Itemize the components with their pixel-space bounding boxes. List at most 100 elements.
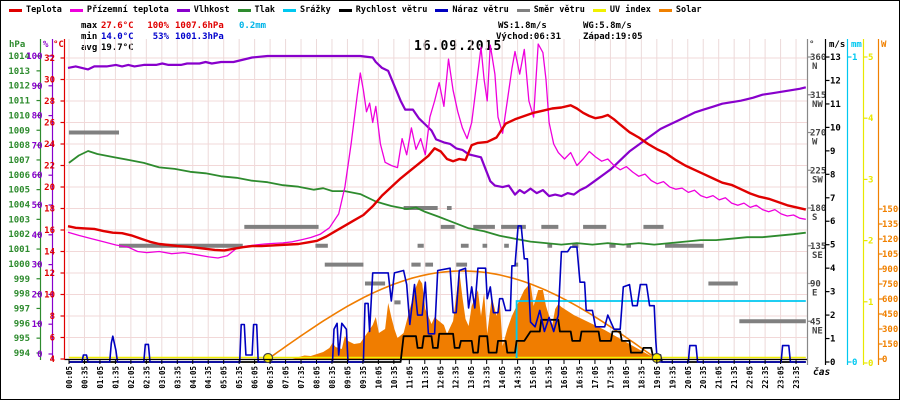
stat-wind-speed: WS:1.8m/s (498, 21, 547, 31)
x-tick-label: 12:35 (452, 366, 461, 389)
stat-min-pressure: 1001.3hPa (175, 32, 224, 42)
axis-tick-label: 4 (868, 114, 874, 124)
axis-tick-label: 70 (32, 141, 43, 151)
legend-swatch (658, 8, 672, 12)
axis-tick-label: 995 (14, 334, 30, 344)
legend-item-1: Přízemní teplota (69, 5, 169, 15)
axis-tick-label: 30 (32, 261, 43, 271)
axis-tick-label: 18 (44, 205, 55, 215)
axis-tick-label: 1012 (8, 82, 30, 92)
x-tick-label: 03:35 (173, 366, 182, 389)
x-tick-label: 18:05 (622, 366, 631, 389)
legend: Teplota Přízemní teplota Vlhkost Tlak Srážky… (9, 5, 701, 15)
axis-tick-label: 13 (830, 53, 841, 63)
axis-tick-label: 1010 (8, 111, 30, 121)
x-tick-label: 23:05 (777, 366, 786, 389)
axis-tick-label: 2 (830, 311, 835, 321)
axis-tick-label: 999 (14, 275, 30, 285)
legend-swatch (176, 8, 190, 12)
x-tick-label: 23:35 (792, 366, 801, 389)
x-tick-label: 05:35 (235, 366, 244, 389)
x-tick-label: 21:05 (715, 366, 724, 389)
x-tick-label: 00:35 (81, 366, 90, 389)
axis-tick-label: 5 (868, 53, 873, 63)
x-tick-label: 05:05 (220, 366, 229, 389)
axis-tick-label: 135 (810, 242, 826, 252)
axis-tick-label: 45 (810, 317, 821, 327)
legend-item-7: Směr větru (516, 5, 585, 15)
legend-label: Teplota (26, 5, 62, 15)
axis-tick-cardinal: SW (812, 175, 823, 185)
x-tick-label: 10:35 (390, 366, 399, 389)
x-tick-label: 01:05 (96, 366, 105, 389)
series-solar-area (292, 271, 657, 359)
series-vlhkost (67, 54, 807, 198)
x-axis-title: čas (813, 367, 831, 378)
axis-title-right-1: m/s (829, 40, 845, 50)
stat-max-pressure: 1007.6hPa (175, 21, 224, 31)
axis-title-%: % (43, 40, 49, 50)
axis-tick-cardinal: E (812, 289, 817, 299)
axis-tick-label: 1013 (8, 67, 30, 77)
axis-tick-label: 24 (44, 140, 55, 150)
axis-title-right-4: W (881, 40, 887, 50)
x-tick-label: 20:05 (684, 366, 693, 389)
x-tick-label: 14:35 (514, 366, 523, 389)
x-tick-label: 00:05 (65, 366, 74, 389)
axis-tick-label: 26 (44, 119, 55, 129)
stat-max-temp: 27.6°C (101, 21, 134, 31)
x-tick-label: 09:35 (359, 366, 368, 389)
stat-min-humidity: 53% (152, 32, 169, 42)
axis-tick-cardinal: NW (812, 100, 823, 110)
axis-tick-label: 1002 (8, 230, 30, 240)
axis-tick-label: 997 (14, 304, 30, 314)
legend-label: UV index (609, 5, 651, 15)
x-tick-label: 01:35 (111, 366, 120, 389)
sunrise-sun-icon (262, 352, 274, 364)
chart-date: 16.09.2015 (414, 39, 503, 54)
x-tick-label: 22:35 (761, 366, 770, 389)
legend-item-3: Tlak (237, 5, 276, 15)
axis-tick-label: 1 (852, 53, 857, 63)
series-teplota (67, 104, 807, 252)
stat-sunrise: Východ:06:31 (496, 32, 562, 42)
stat-max-label: max (81, 21, 98, 31)
x-tick-label: 16:05 (560, 366, 569, 389)
series-rain (515, 300, 806, 358)
x-tick-label: 11:05 (405, 366, 414, 389)
legend-label: Tlak (254, 5, 276, 15)
series-tlak (68, 150, 806, 246)
axis-tick-label: 150 (882, 340, 898, 350)
axis-tick-label: 0 (868, 359, 873, 369)
x-tick-label: 07:35 (297, 366, 306, 389)
x-tick-label: 06:05 (251, 366, 260, 389)
axis-tick-label: 7 (830, 194, 835, 204)
axis-tick-label: 180 (810, 204, 826, 214)
x-tick-label: 04:35 (204, 366, 213, 389)
series-rychlost-v-tru (68, 318, 806, 363)
axis-tick-label: 2 (868, 237, 873, 247)
axis-tick-label: 60 (32, 171, 43, 181)
axis-tick-label: 1011 (8, 97, 30, 107)
x-tick-label: 13:05 (467, 366, 476, 389)
legend-item-9: Solar (658, 5, 701, 15)
axis-tick-label: 90 (810, 280, 821, 290)
axis-tick-cardinal: SE (812, 251, 823, 261)
x-tick-label: 09:05 (343, 366, 352, 389)
axis-tick-label: 6 (830, 217, 835, 227)
axis-tick-label: 6 (50, 334, 55, 344)
axis-tick-label: 20 (44, 183, 55, 193)
axis-tick-label: 0 (882, 355, 887, 365)
legend-swatch (338, 8, 352, 12)
x-tick-label: 19:35 (668, 366, 677, 389)
legend-swatch (592, 8, 606, 12)
legend-label: Srážky (300, 5, 331, 15)
x-tick-label: 15:05 (529, 366, 538, 389)
legend-item-6: Náraz větru (435, 5, 509, 15)
x-tick-label: 06:35 (266, 366, 275, 389)
axis-tick-label: 11 (830, 100, 841, 110)
legend-swatch (435, 8, 449, 12)
axis-tick-label: 998 (14, 290, 30, 300)
legend-label: Náraz větru (452, 5, 509, 15)
axis-tick-label: 1200 (882, 235, 899, 245)
